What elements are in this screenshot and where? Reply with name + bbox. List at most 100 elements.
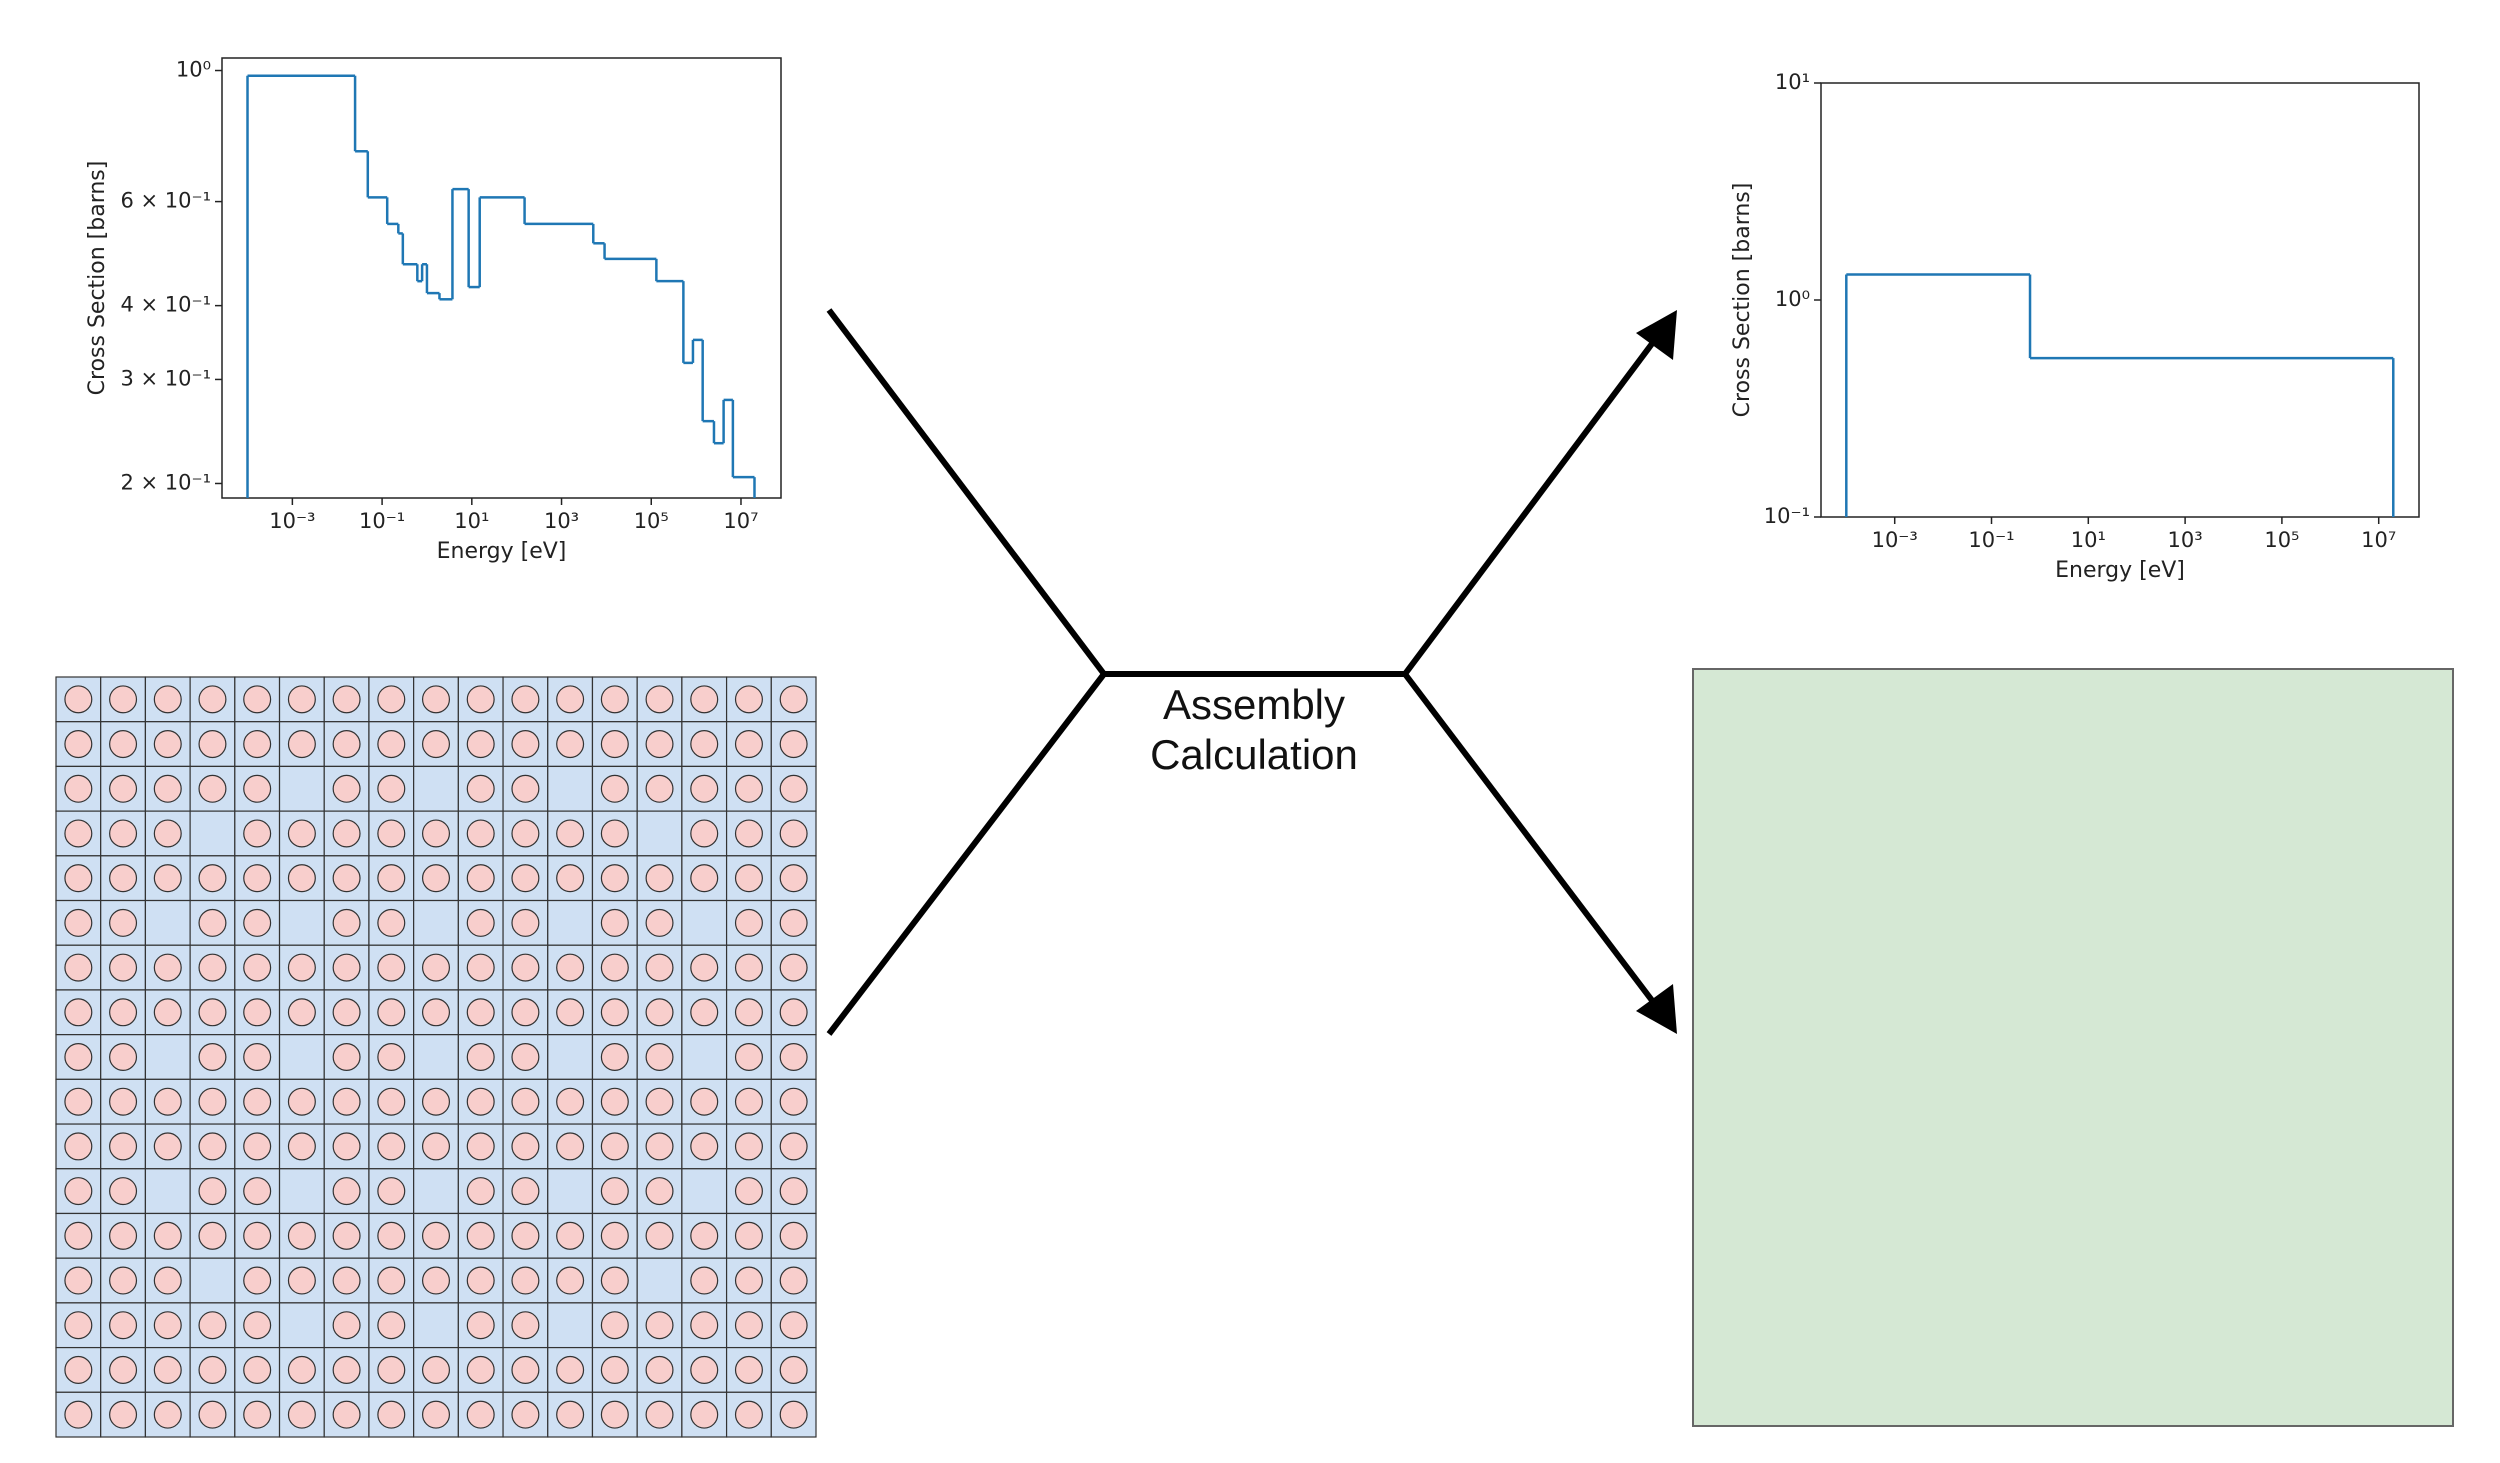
fuel-pin [556,1400,585,1429]
fuel-pin [109,774,138,803]
fuel-pin [600,774,629,803]
lattice-cell [770,1391,817,1438]
fuel-pin [690,1311,719,1340]
fuel-pin [377,730,406,759]
fuel-pin [153,1132,182,1161]
lattice-cell [413,1302,459,1349]
plot-frame [221,57,782,499]
fuel-pin [64,685,93,714]
fuel-pin [377,774,406,803]
fuel-pin [109,1355,138,1384]
y-axis-label: Cross Section [barns] [85,161,110,396]
fuel-pin [600,953,629,982]
x-tick-label: 10¹ [454,509,489,533]
fuel-pin [645,953,674,982]
fuel-pin [466,1042,495,1072]
fuel-pin [198,730,227,759]
x-tick-label: 10⁻³ [269,509,315,533]
lattice-cell [547,1034,594,1080]
center-label: Assembly Calculation [1150,681,1358,778]
fuel-pin [109,730,138,759]
fuel-pin [779,1355,808,1384]
fuel-pin [466,998,495,1027]
fuel-pin [556,730,585,759]
fuel-pin [734,1087,763,1116]
lattice-cell [413,899,459,946]
lattice-cell [547,1168,594,1215]
fuel-pin [600,1221,629,1250]
x-tick-label: 10⁵ [634,509,669,533]
lattice-cell [681,1391,728,1438]
fuel-pin [779,730,808,759]
fuel-pin [645,864,674,893]
fuel-pin [556,685,585,714]
fuel-pin [332,730,361,759]
fuel-pin [734,1400,763,1429]
fuel-pin [734,685,763,714]
fuel-pin [332,685,361,714]
fuel-pin [645,1221,674,1250]
fuel-pin [734,1355,763,1384]
fuel-pin [64,1087,93,1116]
fuel-pin [511,1355,540,1384]
fuel-pin [779,953,808,982]
fuel-pin [109,1266,138,1295]
fuel-pin [332,953,361,982]
arrow-head [1636,310,1677,360]
fuel-pin [287,1132,316,1161]
x-tick-label: 10³ [2168,528,2203,552]
fuel-pin [466,819,495,848]
fuel-pin [287,1087,316,1116]
fuel-pin [64,1177,93,1206]
fuel-pin [734,953,763,982]
fuel-pin [377,1042,406,1072]
lattice-cell [189,1257,236,1304]
lattice-cell [144,899,191,946]
fuel-pin [556,1221,585,1250]
fuel-pin [421,864,451,893]
fuel-pin [779,774,808,803]
fuel-pin [377,1400,406,1429]
lattice-cell [189,810,236,857]
fuel-pin [109,908,138,937]
fuel-pin [645,1042,674,1072]
lattice-cell [547,765,594,812]
fuel-pin [64,774,93,803]
fuel-pin [421,1355,451,1384]
fuel-pin [198,774,227,803]
fuel-pin [511,998,540,1027]
x-tick-label: 10⁷ [2361,528,2396,552]
fuel-pin [556,953,585,982]
fuel-pin [243,1311,272,1340]
fuel-pin [734,1042,763,1072]
fuel-pin [600,1266,629,1295]
fuel-pin [287,1266,316,1295]
fuel-pin [690,819,719,848]
lattice-cell [591,721,638,768]
fuel-pin [198,953,227,982]
x-tick-label: 10⁵ [2264,528,2299,552]
fuel-pin [600,1400,629,1429]
fuel-pin [600,685,629,714]
fuel-pin [64,953,93,982]
fuel-pin [421,1132,451,1161]
fuel-pin [511,774,540,803]
fuel-pin [243,730,272,759]
fuel-pin [690,1087,719,1116]
fuel-pin [153,953,182,982]
fuel-pin [287,685,316,714]
fuel-pin [511,953,540,982]
fuel-pin [243,1355,272,1384]
fuel-pin [734,1266,763,1295]
fuel-pin [109,1177,138,1206]
fuel-pin [198,998,227,1027]
fuel-pin [466,1221,495,1250]
fuel-pin [109,1087,138,1116]
fuel-pin [109,1042,138,1072]
fuel-pin [332,1221,361,1250]
y-tick-label: 10⁰ [1775,287,1810,311]
lattice-cell [636,810,683,857]
fuel-pin [779,1400,808,1429]
fuel-pin [466,1132,495,1161]
